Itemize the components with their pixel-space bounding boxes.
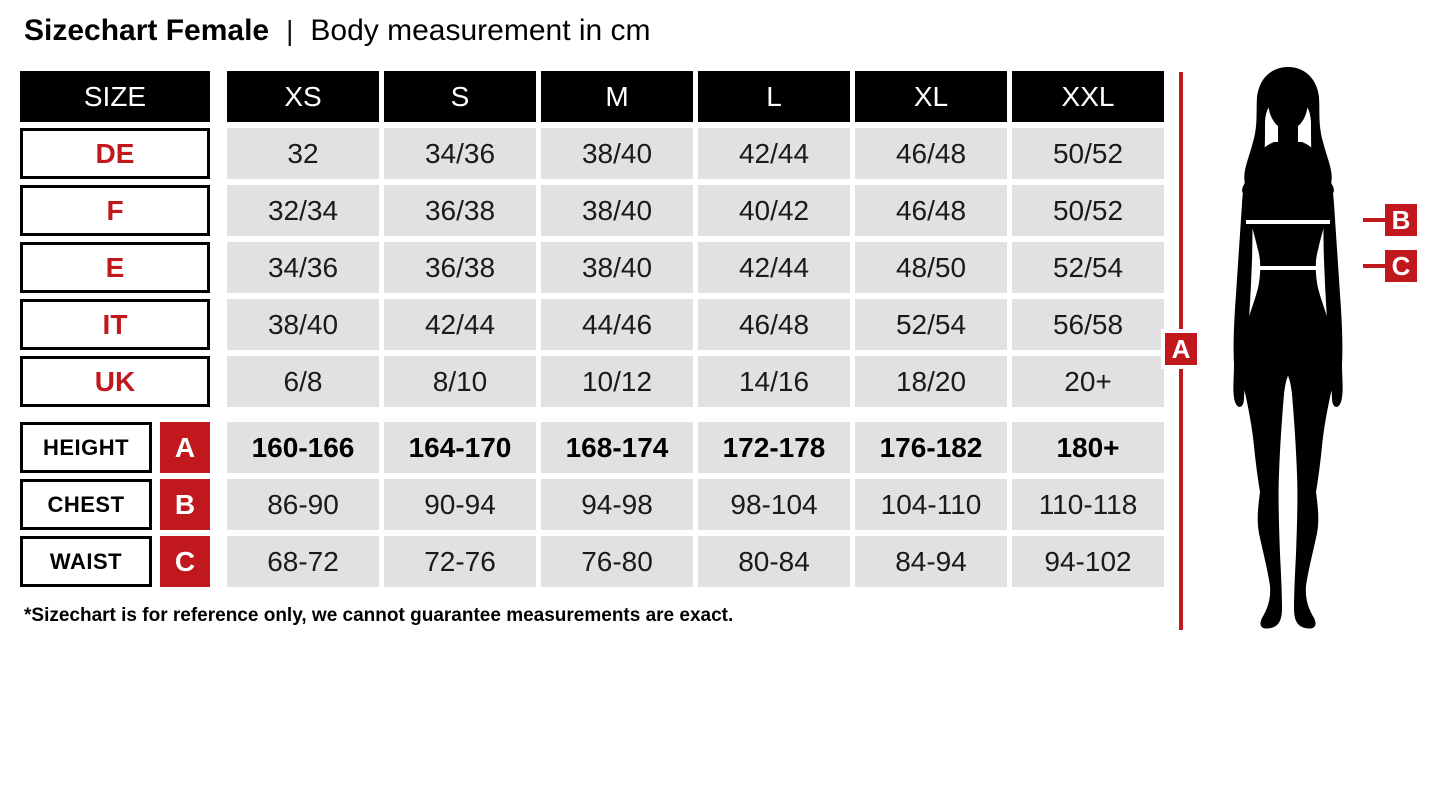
waist-marker-line [1363, 264, 1385, 268]
marker-badge-c: C [160, 536, 210, 587]
measurement-cell: 80-84 [698, 536, 850, 587]
row-label-e: E [20, 242, 210, 293]
measurement-row-chest: CHEST B 86-90 90-94 94-98 98-104 104-110… [20, 479, 1164, 530]
measurement-cell: 76-80 [541, 536, 693, 587]
female-silhouette [1233, 67, 1343, 629]
size-cell: 46/48 [855, 128, 1007, 179]
row-label-de: DE [20, 128, 210, 179]
measurement-cell: 98-104 [698, 479, 850, 530]
disclaimer-footnote: *Sizechart is for reference only, we can… [24, 605, 734, 626]
size-cell: 48/50 [855, 242, 1007, 293]
row-label-uk: UK [20, 356, 210, 407]
measurement-row-height: HEIGHT A 160-166 164-170 168-174 172-178… [20, 422, 1164, 473]
size-row-uk: UK 6/8 8/10 10/12 14/16 18/20 20+ [20, 356, 1164, 407]
size-cell: 38/40 [541, 185, 693, 236]
measurement-cell: 84-94 [855, 536, 1007, 587]
size-cell: 34/36 [384, 128, 536, 179]
figure-marker-c: C [1385, 250, 1417, 282]
column-header-xxl: XXL [1012, 71, 1164, 122]
size-row-f: F 32/34 36/38 38/40 40/42 46/48 50/52 [20, 185, 1164, 236]
title-subtitle: Body measurement in cm [310, 14, 651, 47]
measurement-cell: 86-90 [227, 479, 379, 530]
measurement-cell: 164-170 [384, 422, 536, 473]
row-label-chest: CHEST [20, 479, 152, 530]
measurement-row-waist: WAIST C 68-72 72-76 76-80 80-84 84-94 94… [20, 536, 1164, 587]
measurement-cell: 180+ [1012, 422, 1164, 473]
size-cell: 42/44 [698, 128, 850, 179]
measurement-cell: 94-98 [541, 479, 693, 530]
measurement-cell: 172-178 [698, 422, 850, 473]
title-separator: | [286, 15, 294, 46]
measurement-cell: 168-174 [541, 422, 693, 473]
measurement-cell: 94-102 [1012, 536, 1164, 587]
size-cell: 36/38 [384, 185, 536, 236]
size-cell: 42/44 [698, 242, 850, 293]
measurement-cell: 72-76 [384, 536, 536, 587]
size-cell: 36/38 [384, 242, 536, 293]
column-header-m: M [541, 71, 693, 122]
size-cell: 38/40 [541, 242, 693, 293]
column-header-s: S [384, 71, 536, 122]
title-main: Sizechart Female [24, 14, 270, 47]
size-cell: 38/40 [541, 128, 693, 179]
measurement-cell: 110-118 [1012, 479, 1164, 530]
size-cell: 42/44 [384, 299, 536, 350]
row-label-waist: WAIST [20, 536, 152, 587]
size-cell: 52/54 [855, 299, 1007, 350]
column-header-xl: XL [855, 71, 1007, 122]
size-cell: 8/10 [384, 356, 536, 407]
size-cell: 6/8 [227, 356, 379, 407]
size-cell: 10/12 [541, 356, 693, 407]
size-cell: 32/34 [227, 185, 379, 236]
size-cell: 34/36 [227, 242, 379, 293]
measurement-cell: 104-110 [855, 479, 1007, 530]
measurement-cell: 90-94 [384, 479, 536, 530]
column-header-l: L [698, 71, 850, 122]
size-chart-table: SIZE XS S M L XL XXL DE 32 34/36 38/40 4… [20, 71, 1164, 593]
size-cell: 14/16 [698, 356, 850, 407]
size-cell: 20+ [1012, 356, 1164, 407]
size-cell: 44/46 [541, 299, 693, 350]
figure-marker-a: A [1161, 329, 1201, 369]
row-label-height: HEIGHT [20, 422, 152, 473]
size-cell: 52/54 [1012, 242, 1164, 293]
column-header-xs: XS [227, 71, 379, 122]
size-header-cell: SIZE [20, 71, 210, 122]
measurement-cell: 176-182 [855, 422, 1007, 473]
size-cell: 46/48 [698, 299, 850, 350]
size-cell: 50/52 [1012, 185, 1164, 236]
measurement-cell: 68-72 [227, 536, 379, 587]
size-row-e: E 34/36 36/38 38/40 42/44 48/50 52/54 [20, 242, 1164, 293]
chest-marker-line [1363, 218, 1385, 222]
marker-badge-a: A [160, 422, 210, 473]
size-cell: 40/42 [698, 185, 850, 236]
page-title: Sizechart Female | Body measurement in c… [24, 14, 651, 48]
figure-marker-b: B [1385, 204, 1417, 236]
row-label-it: IT [20, 299, 210, 350]
header-row: SIZE XS S M L XL XXL [20, 71, 1164, 122]
size-row-it: IT 38/40 42/44 44/46 46/48 52/54 56/58 [20, 299, 1164, 350]
size-cell: 38/40 [227, 299, 379, 350]
size-cell: 46/48 [855, 185, 1007, 236]
size-cell: 32 [227, 128, 379, 179]
size-cell: 50/52 [1012, 128, 1164, 179]
size-cell: 56/58 [1012, 299, 1164, 350]
measurement-cell: 160-166 [227, 422, 379, 473]
marker-badge-b: B [160, 479, 210, 530]
size-cell: 18/20 [855, 356, 1007, 407]
row-label-f: F [20, 185, 210, 236]
size-row-de: DE 32 34/36 38/40 42/44 46/48 50/52 [20, 128, 1164, 179]
